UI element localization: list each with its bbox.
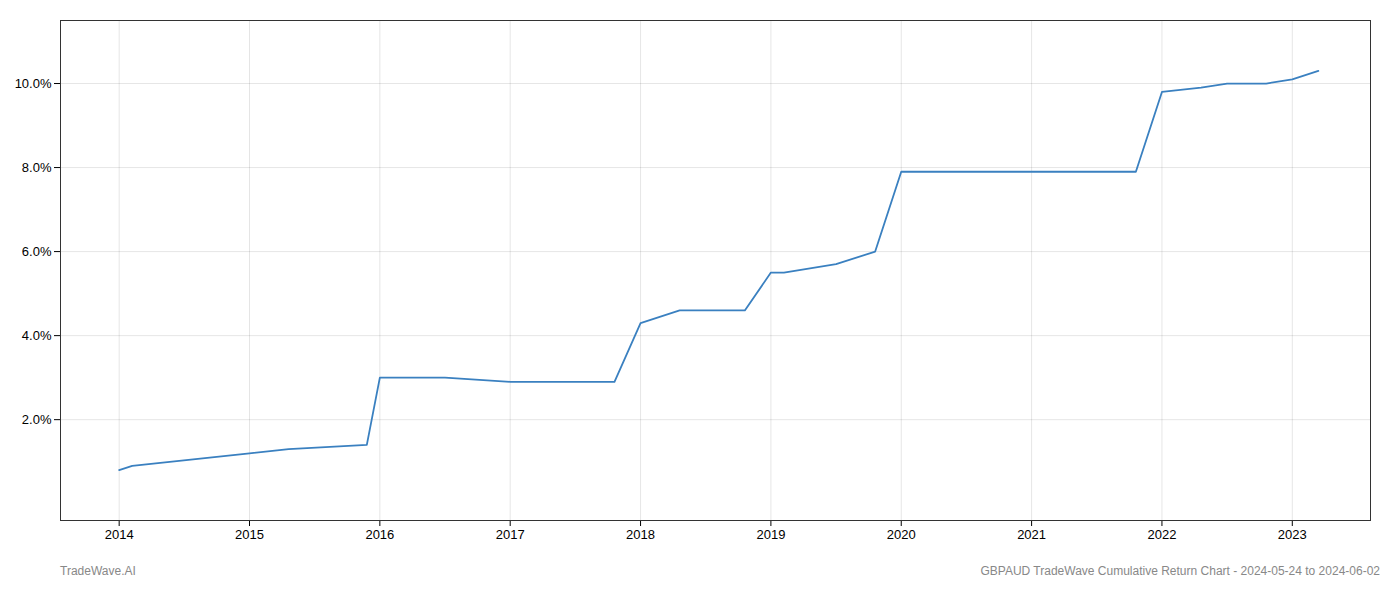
html-text:GBPAUD TradeWave Cumulative Re: GBPAUD TradeWave Cumulative Return Chart… [980,564,1380,578]
svg-text:2021: 2021 [1017,527,1046,542]
html-text:TradeWave.AI: TradeWave.AI [60,564,136,578]
svg-text:2014: 2014 [105,527,134,542]
svg-text:2022: 2022 [1147,527,1176,542]
svg-text:2023: 2023 [1278,527,1307,542]
svg-text:2.0%: 2.0% [22,412,52,427]
svg-text:8.0%: 8.0% [22,160,52,175]
svg-text:10.0%: 10.0% [15,76,52,91]
svg-text:2020: 2020 [887,527,916,542]
svg-text:2019: 2019 [756,527,785,542]
svg-text:2015: 2015 [235,527,264,542]
svg-text:2018: 2018 [626,527,655,542]
svg-text:2017: 2017 [496,527,525,542]
svg-text:6.0%: 6.0% [22,244,52,259]
svg-text:4.0%: 4.0% [22,328,52,343]
svg-text:2016: 2016 [365,527,394,542]
